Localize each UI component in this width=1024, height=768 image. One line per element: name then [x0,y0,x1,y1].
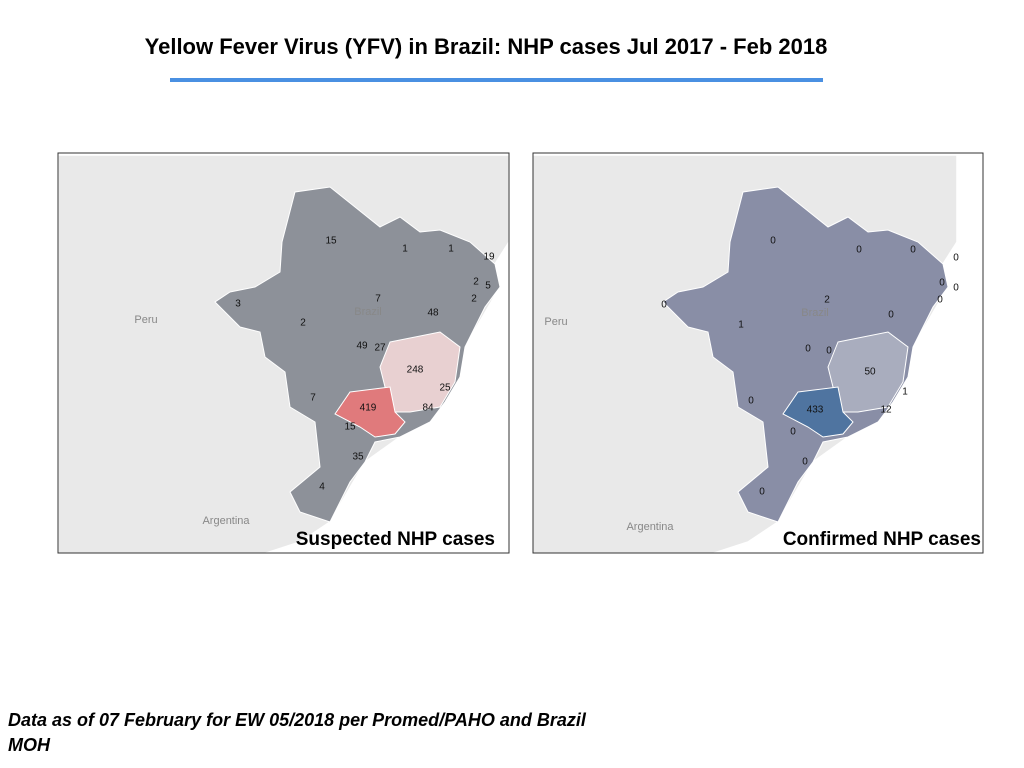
minas-gerais [827,331,909,413]
case-count: 0 [953,283,959,294]
slide-title: Yellow Fever Virus (YFV) in Brazil: NHP … [145,34,828,59]
case-count: 15 [325,236,337,247]
case-count: 35 [352,452,364,463]
sao-paulo [782,386,854,438]
case-count: 0 [661,300,667,311]
sao-paulo [334,386,406,438]
slide-canvas: Yellow Fever Virus (YFV) in Brazil: NHP … [57,34,984,554]
map-caption: Confirmed NHP cases [783,529,981,550]
case-count: 48 [427,308,439,319]
case-count: 2 [824,295,830,306]
case-count: 0 [748,396,754,407]
place-label: Argentina [626,521,674,533]
case-count: 0 [826,346,832,357]
minas-gerais [379,331,461,413]
map-shapes [533,154,958,553]
case-count: 3 [235,299,241,310]
panel-border [57,152,510,554]
place-label: Argentina [202,515,250,527]
case-count: 0 [802,457,808,468]
case-count: 12 [880,405,892,416]
case-count: 0 [953,253,959,264]
case-count: 0 [790,427,796,438]
case-count: 5 [485,281,491,292]
brazil [214,186,501,523]
case-count: 0 [856,245,862,256]
case-count: 0 [888,310,894,321]
case-count: 433 [807,405,824,416]
case-count: 7 [310,393,316,404]
case-count: 15 [344,422,356,433]
case-count: 2 [473,277,479,288]
case-count: 25 [439,383,451,394]
panel-border [532,152,984,554]
case-count: 84 [422,403,434,414]
case-count: 1 [738,320,744,331]
case-count: 4 [319,482,325,493]
brazil [662,186,949,523]
case-count: 50 [864,367,876,378]
case-count: 0 [910,245,916,256]
case-count: 2 [471,294,477,305]
map-shapes [58,154,509,553]
case-count: 27 [374,343,386,354]
case-count: 1 [448,244,454,255]
place-label: Brazil [354,306,382,318]
footnote: Data as of 07 February for EW 05/2018 pe… [8,710,586,755]
case-count: 0 [770,236,776,247]
case-count: 0 [937,295,943,306]
case-count: 2 [300,318,306,329]
place-label: Peru [544,316,567,328]
case-count: 1 [402,244,408,255]
case-count: 419 [360,403,377,414]
case-count: 19 [483,252,495,263]
case-count: 7 [375,294,381,305]
place-label: Peru [134,314,157,326]
place-label: Brazil [801,307,829,319]
case-count: 1 [902,387,908,398]
case-count: 248 [407,365,424,376]
case-count: 0 [759,487,765,498]
map-caption: Suspected NHP cases [296,529,495,550]
case-count: 49 [356,341,368,352]
case-count: 0 [939,278,945,289]
case-count: 0 [805,344,811,355]
